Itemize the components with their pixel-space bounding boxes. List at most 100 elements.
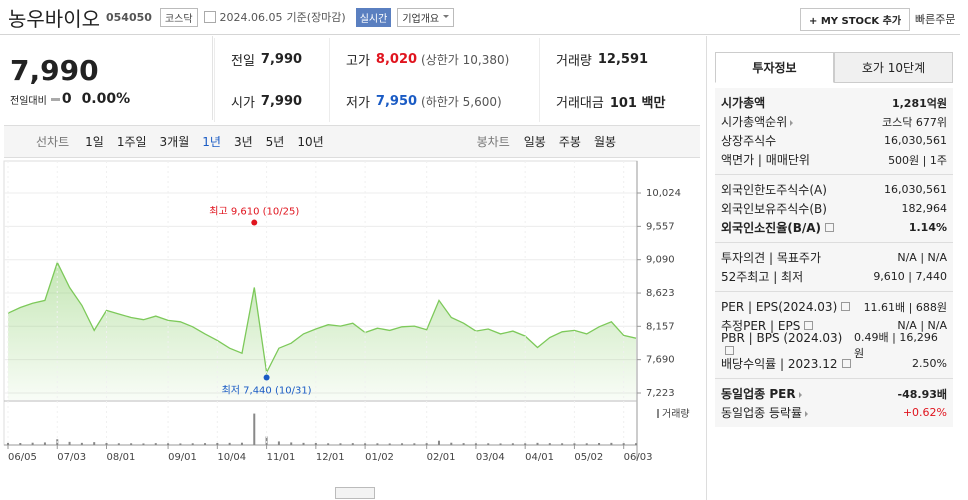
change: 전일대비 0 0.00% [10,91,130,107]
volume-bar [524,443,527,445]
volume-bar [253,413,256,445]
volume-bar [548,443,551,445]
basis: 기준(장마감) [286,11,346,24]
info-label: 외국인보유주식수(B) [721,202,827,216]
volume-bar [327,443,330,445]
help-icon[interactable] [804,321,814,330]
volume-bar [68,441,71,445]
volume-bar [585,443,588,445]
period-tab[interactable]: 3개월 [159,135,190,149]
volume-bar [179,443,182,445]
help-icon[interactable] [841,301,851,311]
annotation-dot [263,374,270,381]
mystock-button[interactable]: + MY STOCK 추가 [800,8,911,31]
arrow-icon [805,411,811,417]
info-label-wrap: 상장주식수 [721,132,776,149]
quick-order[interactable]: 빠른주문 [915,13,956,26]
x-tick-label: 03/04 [476,452,505,463]
volume-bar [204,443,207,445]
volume-bar [388,443,391,445]
info-row: PBR | BPS (2024.03) 0.49배 | 16,296원 [721,331,947,360]
info-value: 16,030,561 [884,183,947,196]
info-label: 동일업종 PER [721,387,796,401]
info-label-wrap: 외국인보유주식수(B) [721,200,827,217]
collapse-button[interactable] [335,487,375,499]
realtime-button[interactable]: 실시간 [355,7,392,27]
stat-cell: 저가 7,950 (하한가 5,600) [329,80,539,122]
candle-tab[interactable]: 월봉 [593,135,617,149]
help-icon[interactable] [825,223,835,232]
x-tick-label: 10/04 [217,452,246,463]
candle-tab[interactable]: 주봉 [558,135,581,149]
info-section: 외국인한도주식수(A) 16,030,561 외국인보유주식수(B) 182,964 외… [715,175,953,243]
volume-bar [228,442,231,445]
info-row: 추정PER | EPS N/A | N/A [721,316,947,335]
info-value: 500원 | 1주 [888,153,947,167]
volume-bar [511,443,514,445]
info-value: 182,964 [901,202,948,215]
calendar-icon [203,11,216,23]
y-tick-label: 7,223 [646,388,675,399]
volume-bar [105,443,108,445]
volume-bar [302,442,305,445]
stat-label: 거래대금 [556,95,604,111]
info-label: 외국인한도주식수(A) [721,183,827,197]
info-tab[interactable]: 호가 10단계 [834,52,953,83]
info-value: 0.49배 | 16,296원 [854,330,938,360]
info-row: 시가총액순위 코스닥 677위 [721,112,947,131]
chart-tabs: 선차트 1일 1주일 3개월 1년 3년 5년 10년 봉차트 일봉 주봉 월봉 [4,125,700,158]
period-tab[interactable]: 1년 [202,135,221,149]
x-tick-label: 06/03 [624,452,653,463]
overview-dropdown[interactable]: 기업개요 [397,7,455,27]
info-panel: 투자정보 호가 10단계 시가총액 1,281억원 시가총액순위 코스닥 677위 상장주… [706,36,961,500]
period-tab[interactable]: 3년 [233,135,253,149]
info-label: 동일업종 등락률 [721,406,803,420]
info-value: 11.61배 | 688원 [863,300,947,314]
change-label: 전일대비 [10,95,47,107]
candle-tab[interactable]: 일봉 [523,135,546,149]
info-label-wrap: 시가총액순위 [721,113,796,130]
stat-sub: (하한가 5,600) [421,94,502,109]
period-tab[interactable]: 1일 [85,135,104,149]
info-label-wrap: 동일업종 등락률 [721,404,811,421]
x-tick-label: 12/01 [316,452,345,463]
info-section: 동일업종 PER -48.93배 동일업종 등락률 +0.62% [715,379,953,427]
period-tab[interactable]: 1주일 [116,135,147,149]
volume-bar [290,442,293,445]
x-tick-label: 01/02 [365,452,394,463]
volume-bar [598,443,601,445]
stat-cell: 시가 7,990 [214,80,329,122]
help-icon[interactable] [725,346,734,355]
info-value: N/A | N/A [897,251,947,264]
y-tick-label: 10,024 [646,188,681,199]
period-tab[interactable]: 5년 [265,135,285,149]
volume-bar [216,443,219,445]
info-row: 시가총액 1,281억원 [721,93,947,112]
volume-bar [635,443,637,445]
help-icon[interactable] [841,359,851,368]
info-value: 1,281억원 [891,96,947,110]
stat-label: 전일 [231,53,255,69]
annotation-label: 최저 7,440 (10/31) [222,385,312,397]
stat-value: 7,990 [260,93,303,109]
volume-bar [80,442,83,445]
info-label: 상장주식수 [721,134,777,148]
period-tab[interactable]: 10년 [297,135,324,149]
info-row: 외국인소진율(B/A) 1.14% [721,218,947,237]
x-tick-label: 04/01 [525,452,554,463]
x-tick-label: 06/05 [8,452,37,463]
info-label-wrap: 52주최고 | 최저 [721,268,803,285]
info-row: 상장주식수 16,030,561 [721,131,947,150]
volume-bar [364,443,367,445]
volume-bar [277,441,280,445]
info-label: 외국인소진율(B/A) [721,221,822,235]
info-tab[interactable]: 투자정보 [715,52,834,83]
annotation-label: 최고 9,610 (10/25) [209,206,299,218]
info-label: PER | EPS(2024.03) [721,299,838,314]
y-tick-label: 9,090 [646,255,675,266]
volume-bar [93,442,96,445]
x-tick-label: 11/01 [267,452,296,463]
flat-icon [50,97,60,101]
volume-bar [19,443,22,445]
